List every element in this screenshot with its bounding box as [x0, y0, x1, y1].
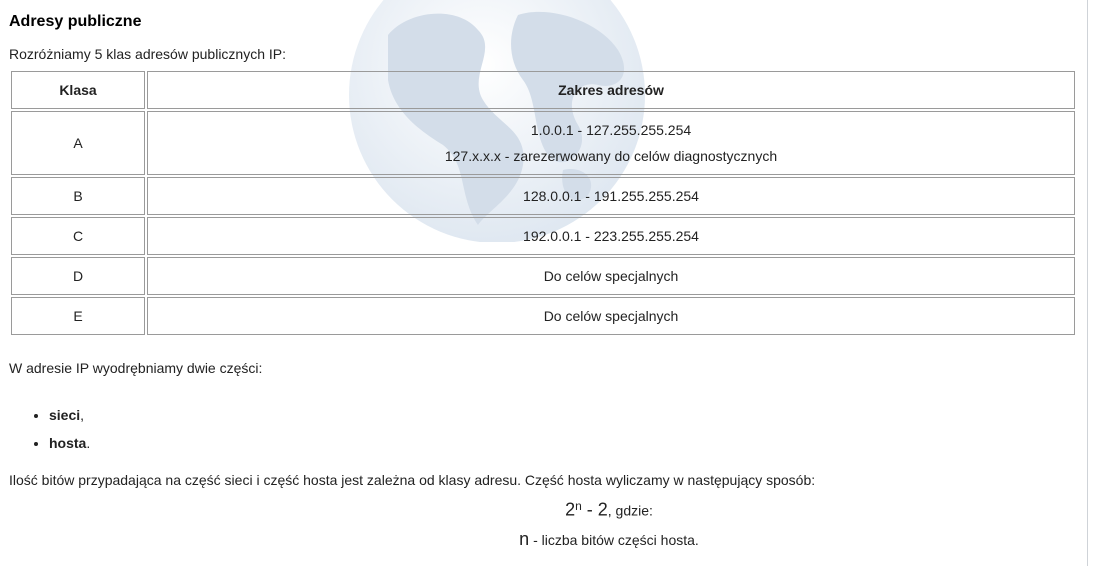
address-class-table: Klasa Zakres adresów A 1.0.0.1 - 127.255…	[9, 69, 1077, 337]
variable-text: - liczba bitów części hosta.	[529, 532, 699, 548]
range-note: 127.x.x.x - zarezerwowany do celów diagn…	[444, 148, 778, 164]
cell-klasa: B	[11, 177, 145, 215]
table-row: E Do celów specjalnych	[11, 297, 1075, 335]
bits-text: Ilość bitów przypadająca na część sieci …	[9, 472, 816, 488]
globe-icon	[349, 0, 645, 242]
formula-rest: - 2	[581, 499, 608, 520]
cell-zakres: 128.0.0.1 - 191.255.255.254	[147, 177, 1075, 215]
cell-zakres: 1.0.0.1 - 127.255.255.254 127.x.x.x - za…	[147, 111, 1075, 175]
formula-suffix: , gdzie:	[607, 502, 653, 519]
list-term: sieci	[49, 407, 81, 423]
list-punct: .	[86, 435, 91, 451]
page-border	[1087, 0, 1088, 566]
range-text: 1.0.0.1 - 127.255.255.254	[530, 122, 692, 138]
header-zakres: Zakres adresów	[147, 71, 1075, 109]
table-header-row: Klasa Zakres adresów	[11, 71, 1075, 109]
table-row: A 1.0.0.1 - 127.255.255.254 127.x.x.x - …	[11, 111, 1075, 175]
cell-zakres: Do celów specjalnych	[147, 257, 1075, 295]
list-item: sieci,	[49, 401, 90, 429]
formula-base: 2	[565, 499, 576, 520]
table-row: B 128.0.0.1 - 191.255.255.254	[11, 177, 1075, 215]
intro-text: Rozróżniamy 5 klas adresów publicznych I…	[9, 46, 287, 62]
header-klasa: Klasa	[11, 71, 145, 109]
formula: 2n - 2, gdzie:	[9, 499, 1108, 521]
cell-klasa: E	[11, 297, 145, 335]
cell-zakres: Do celów specjalnych	[147, 297, 1075, 335]
list-punct: ,	[80, 407, 85, 423]
page-title: Adresy publiczne	[9, 13, 142, 30]
list-item: hosta.	[49, 429, 90, 457]
variable-symbol: n	[519, 529, 530, 549]
parts-intro: W adresie IP wyodrębniamy dwie części:	[9, 360, 263, 376]
formula-exponent: n	[575, 499, 582, 513]
table-row: D Do celów specjalnych	[11, 257, 1075, 295]
cell-zakres: 192.0.0.1 - 223.255.255.254	[147, 217, 1075, 255]
table-row: C 192.0.0.1 - 223.255.255.254	[11, 217, 1075, 255]
cell-klasa: A	[11, 111, 145, 175]
variable-definition: n - liczba bitów części hosta.	[9, 529, 1108, 550]
parts-list: sieci, hosta.	[9, 401, 90, 457]
list-term: hosta	[49, 435, 87, 451]
cell-klasa: C	[11, 217, 145, 255]
cell-klasa: D	[11, 257, 145, 295]
